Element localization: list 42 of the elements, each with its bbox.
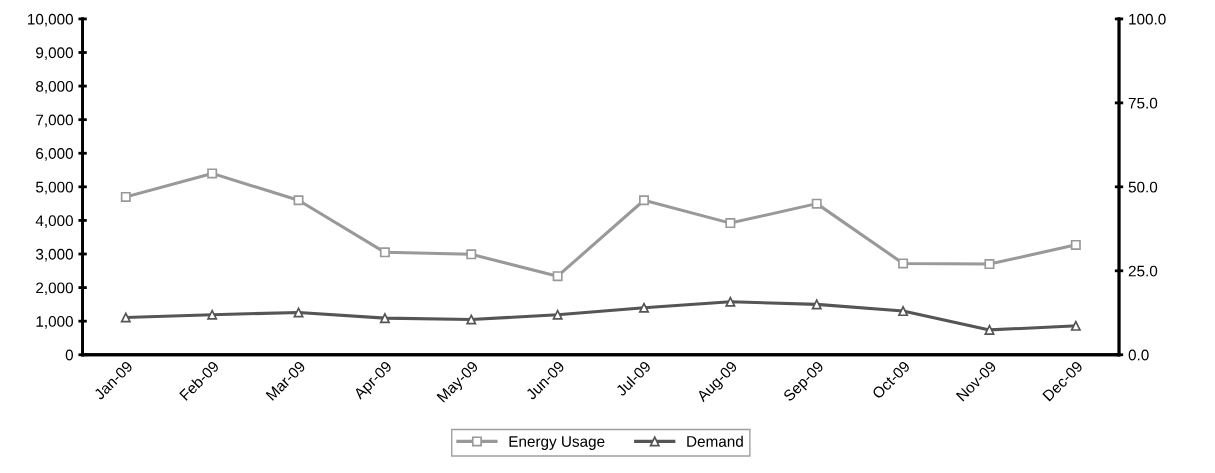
y-tick-label: 6,000 (36, 148, 73, 161)
point (725, 296, 736, 307)
y2-tick-label: 100.0 (1129, 13, 1166, 25)
point (898, 306, 909, 317)
y2-tick-label: 0.0 (1128, 349, 1149, 361)
point (207, 168, 218, 179)
y-tick-label: 7,000 (36, 114, 73, 128)
point (207, 309, 218, 320)
point (984, 259, 995, 270)
point (898, 258, 909, 269)
point (293, 195, 304, 206)
y2-tick-label: 25.0 (1128, 265, 1158, 277)
y2-tick-label: 75.0 (1128, 97, 1158, 109)
y-tick-label: 9,000 (36, 47, 73, 60)
point (1070, 320, 1081, 331)
y-tick-label: 2,000 (36, 282, 73, 296)
point (552, 309, 563, 320)
point (293, 307, 304, 318)
y-tick-label: 5,000 (35, 181, 73, 195)
y-tick-label: 10,000 (28, 13, 73, 27)
point (120, 312, 131, 323)
y-tick-label: 3,000 (35, 248, 73, 262)
point (466, 249, 477, 260)
y2-tick-label: 50.0 (1128, 181, 1158, 193)
point (984, 324, 995, 335)
point (638, 302, 650, 313)
point (120, 191, 131, 202)
y-tick-label: 1,000 (36, 316, 73, 329)
legend-label: Demand (687, 435, 743, 447)
point (725, 218, 736, 229)
point (811, 299, 822, 310)
y-tick-label: 0 (65, 349, 73, 361)
point (466, 314, 477, 325)
point (1070, 239, 1081, 250)
point (379, 247, 390, 258)
legend-label: Energy Usage (509, 436, 605, 450)
point (379, 313, 390, 324)
point (638, 195, 650, 206)
point (811, 198, 822, 209)
y-tick-label: 8,000 (36, 80, 73, 94)
point (552, 271, 563, 282)
y-tick-label: 4,000 (35, 215, 73, 228)
